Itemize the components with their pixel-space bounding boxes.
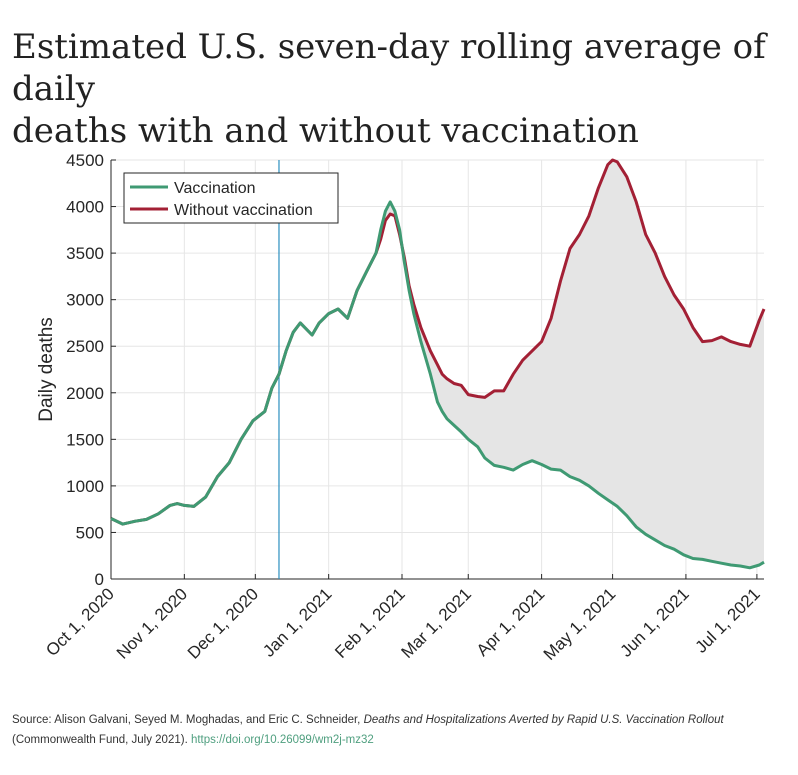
y-tick-label: 1500: [66, 430, 104, 449]
legend-label: Vaccination: [174, 180, 256, 197]
averted-deaths-area: [111, 160, 764, 568]
source-prefix: Source: Alison Galvani, Seyed M. Moghada…: [12, 714, 364, 726]
chart-title-line-2: deaths with and without vaccination: [12, 111, 639, 151]
source-note: Source: Alison Galvani, Seyed M. Moghada…: [12, 710, 792, 750]
y-tick-label: 3000: [66, 291, 104, 310]
y-axis-label: Daily deaths: [36, 317, 57, 422]
chart-title-line-1: Estimated U.S. seven-day rolling average…: [12, 27, 766, 109]
y-tick-label: 0: [95, 570, 104, 589]
x-tick-label: May 1, 2021: [540, 584, 620, 664]
source-middle: (Commonwealth Fund, July 2021).: [12, 734, 191, 746]
source-report-title: Deaths and Hospitalizations Averted by R…: [363, 714, 724, 726]
y-tick-label: 2500: [66, 337, 104, 356]
y-tick-label: 3500: [66, 244, 104, 263]
chart: 0 500 1000 1500 2000 2500 3000 3500 4000 4500 Oct …: [36, 151, 766, 664]
y-tick-label: 4500: [66, 151, 104, 170]
x-tick-label: Mar 1, 2021: [397, 584, 475, 662]
x-tick-label: Apr 1, 2021: [473, 584, 549, 660]
x-tick-label: Oct 1, 2020: [42, 584, 118, 660]
x-tick-label: Jan 1, 2021: [259, 584, 335, 660]
y-tick-label: 2000: [66, 384, 104, 403]
y-tick-label: 1000: [66, 477, 104, 496]
y-tick-label: 500: [76, 523, 104, 542]
legend-box: [123, 172, 339, 224]
x-tick-label: Jun 1, 2021: [616, 584, 692, 660]
x-tick-label: Dec 1, 2020: [184, 584, 262, 662]
x-tick-label: Nov 1, 2020: [113, 584, 191, 662]
chart-title: Estimated U.S. seven-day rolling average…: [12, 26, 792, 152]
legend-label: Without vaccination: [174, 202, 313, 219]
x-tick-label: Jul 1, 2021: [691, 584, 763, 656]
series-line-vaccination: [110, 200, 765, 570]
x-tick-label: Feb 1, 2021: [331, 584, 409, 662]
y-tick-label: 4000: [66, 198, 104, 217]
source-doi-link[interactable]: https://doi.org/10.26099/wm2j-mz32: [190, 734, 374, 746]
